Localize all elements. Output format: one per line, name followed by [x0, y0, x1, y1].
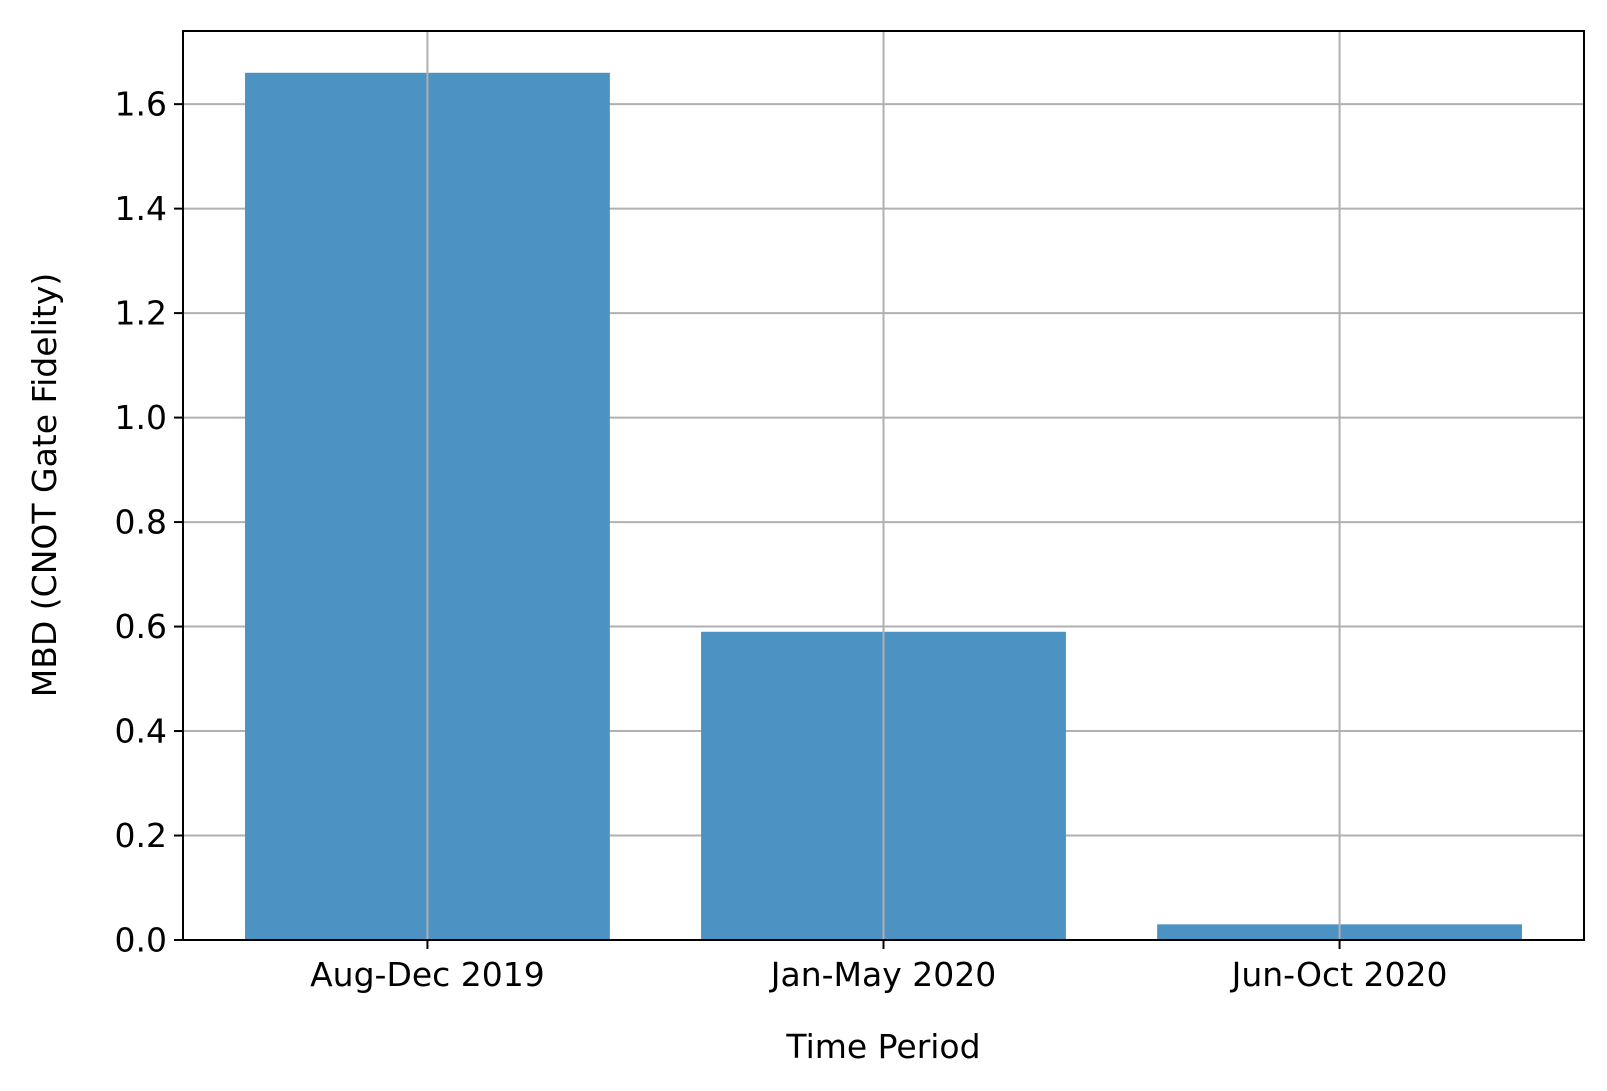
- y-tick-label: 0.6: [115, 607, 167, 646]
- y-tick-label: 1.4: [115, 189, 167, 228]
- y-tick-label: 0.4: [115, 712, 167, 751]
- y-tick-label: 0.8: [115, 503, 167, 542]
- y-tick-label: 1.0: [115, 398, 167, 437]
- y-tick-labels: 0.0 0.2 0.4 0.6 0.8 1.0 1.2 1.4 1.6: [115, 85, 167, 960]
- x-tick-labels: Aug-Dec 2019 Jan-May 2020 Jun-Oct 2020: [310, 955, 1447, 994]
- vertical-grid: [426, 31, 1341, 940]
- x-tick-label: Jan-May 2020: [769, 955, 996, 994]
- ticks: [174, 103, 1341, 949]
- y-tick-label: 0.2: [115, 816, 167, 855]
- y-tick-label: 0.0: [115, 921, 167, 960]
- y-axis-label: MBD (CNOT Gate Fidelity): [25, 273, 64, 697]
- y-tick-label: 1.2: [115, 294, 167, 333]
- x-tick-label: Jun-Oct 2020: [1230, 955, 1448, 994]
- x-axis-label: Time Period: [785, 1027, 980, 1066]
- x-tick-label: Aug-Dec 2019: [310, 955, 545, 994]
- y-tick-label: 1.6: [115, 85, 167, 124]
